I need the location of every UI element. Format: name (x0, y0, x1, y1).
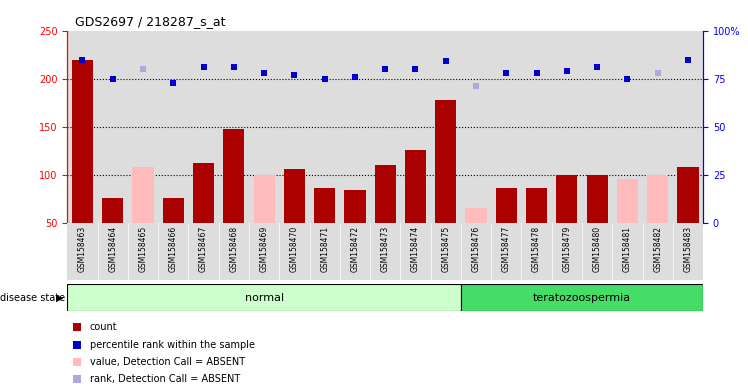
Bar (647, 175, 668, 223)
Bar (582, 31, 613, 223)
Bar (491, 223, 521, 280)
Bar (617, 179, 638, 223)
Bar (188, 223, 218, 280)
Text: GSM158469: GSM158469 (260, 225, 269, 272)
Bar (162, 198, 184, 223)
Bar (461, 284, 703, 311)
Bar (678, 167, 699, 223)
Bar (249, 31, 279, 223)
Bar (128, 31, 158, 223)
Bar (218, 31, 249, 223)
Bar (400, 223, 431, 280)
Bar (158, 31, 188, 223)
Text: ▶: ▶ (56, 293, 64, 303)
Bar (435, 100, 456, 223)
Bar (67, 223, 97, 280)
Bar (613, 223, 643, 280)
Bar (673, 223, 703, 280)
Bar (340, 31, 370, 223)
Text: GSM158479: GSM158479 (562, 225, 571, 272)
Bar (375, 165, 396, 223)
Text: GSM158466: GSM158466 (169, 225, 178, 272)
Bar (491, 31, 521, 223)
Text: GSM158467: GSM158467 (199, 225, 208, 272)
Bar (97, 31, 128, 223)
Text: disease state: disease state (0, 293, 65, 303)
Text: GSM158476: GSM158476 (471, 225, 480, 272)
Bar (72, 60, 93, 223)
Bar (67, 284, 461, 311)
Bar (188, 31, 218, 223)
Text: GSM158465: GSM158465 (138, 225, 147, 272)
Bar (310, 223, 340, 280)
Text: GSM158464: GSM158464 (108, 225, 117, 272)
Text: GSM158463: GSM158463 (78, 225, 87, 272)
Bar (279, 223, 310, 280)
Bar (254, 175, 275, 223)
Bar (465, 208, 487, 223)
Text: value, Detection Call = ABSENT: value, Detection Call = ABSENT (90, 357, 245, 367)
Text: GDS2697 / 218287_s_at: GDS2697 / 218287_s_at (75, 15, 225, 28)
Text: GSM158477: GSM158477 (502, 225, 511, 272)
Bar (67, 31, 97, 223)
Bar (461, 31, 491, 223)
Bar (496, 188, 517, 223)
Text: rank, Detection Call = ABSENT: rank, Detection Call = ABSENT (90, 374, 240, 384)
Text: GSM158471: GSM158471 (320, 225, 329, 272)
Bar (586, 175, 607, 223)
Bar (431, 223, 461, 280)
Text: GSM158468: GSM158468 (230, 225, 239, 272)
Bar (279, 31, 310, 223)
Bar (218, 223, 249, 280)
Bar (158, 223, 188, 280)
Bar (340, 223, 370, 280)
Bar (132, 167, 153, 223)
Text: GSM158475: GSM158475 (441, 225, 450, 272)
Bar (283, 169, 305, 223)
Text: GSM158470: GSM158470 (290, 225, 299, 272)
Bar (128, 223, 158, 280)
Bar (521, 31, 552, 223)
Text: GSM158474: GSM158474 (411, 225, 420, 272)
Bar (249, 223, 279, 280)
Bar (370, 223, 400, 280)
Bar (370, 31, 400, 223)
Bar (405, 150, 426, 223)
Text: GSM158473: GSM158473 (381, 225, 390, 272)
Text: count: count (90, 322, 117, 332)
Bar (102, 198, 123, 223)
Text: GSM158472: GSM158472 (351, 225, 360, 272)
Text: GSM158483: GSM158483 (684, 225, 693, 272)
Text: GSM158480: GSM158480 (592, 225, 601, 272)
Bar (521, 223, 552, 280)
Text: normal: normal (245, 293, 283, 303)
Bar (557, 175, 577, 223)
Bar (310, 31, 340, 223)
Text: GSM158478: GSM158478 (532, 225, 541, 272)
Text: teratozoospermia: teratozoospermia (533, 293, 631, 303)
Bar (223, 129, 245, 223)
Bar (344, 190, 366, 223)
Bar (552, 31, 582, 223)
Bar (400, 31, 431, 223)
Bar (552, 223, 582, 280)
Bar (97, 223, 128, 280)
Text: GSM158481: GSM158481 (623, 225, 632, 271)
Bar (643, 223, 673, 280)
Bar (643, 31, 673, 223)
Bar (193, 163, 214, 223)
Text: percentile rank within the sample: percentile rank within the sample (90, 339, 254, 349)
Bar (582, 223, 613, 280)
Text: GSM158482: GSM158482 (653, 225, 662, 271)
Bar (431, 31, 461, 223)
Bar (526, 188, 548, 223)
Bar (673, 31, 703, 223)
Bar (314, 188, 335, 223)
Bar (461, 223, 491, 280)
Bar (613, 31, 643, 223)
